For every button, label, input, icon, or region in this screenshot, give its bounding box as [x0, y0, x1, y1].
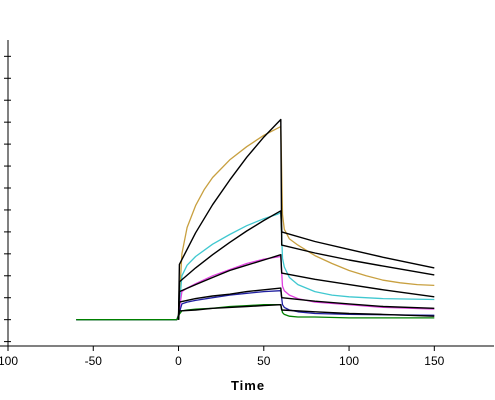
fit-curve-9 — [177, 304, 435, 320]
y-axis — [4, 40, 11, 346]
x-tick-label: -50 — [85, 354, 103, 368]
plot-area — [76, 118, 435, 321]
measured-curve-1 — [76, 211, 435, 321]
x-axis-title: Time — [231, 378, 265, 393]
x-tick-label: 0 — [175, 354, 182, 368]
measured-curve-2 — [76, 255, 435, 321]
x-axis: 100 -50 0 50 100 150 — [0, 345, 494, 368]
measured-curve-3 — [76, 290, 435, 321]
fit-curve-8 — [177, 287, 435, 320]
fit-curve-7 — [177, 254, 435, 320]
x-tick-label: 150 — [424, 354, 444, 368]
x-tick-label: 100 — [0, 354, 18, 368]
x-tick-label: 100 — [339, 354, 359, 368]
fit-curve-6 — [177, 210, 435, 320]
fit-curve-5 — [177, 118, 435, 320]
x-tick-label: 50 — [257, 354, 271, 368]
measured-curve-4 — [76, 304, 435, 321]
